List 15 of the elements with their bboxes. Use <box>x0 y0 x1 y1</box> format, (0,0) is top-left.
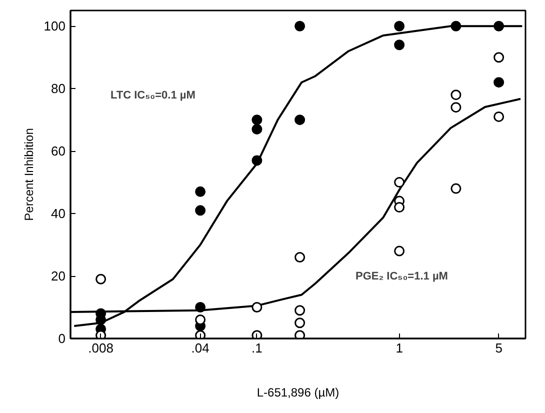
y-tick-label: 20 <box>51 268 66 284</box>
x-tick-label: .04 <box>191 340 210 356</box>
x-tick-label: 1 <box>396 340 403 356</box>
annotation: LTC IC₅₀=0.1 µM <box>110 90 196 102</box>
y-tick-label: 80 <box>51 81 66 96</box>
x-tick-label: .1 <box>252 340 262 356</box>
annotation: PGE₂ IC₅₀=1.1 µM <box>356 270 448 282</box>
y-tick-label: 60 <box>51 144 66 159</box>
x-tick-label: 5 <box>495 340 502 356</box>
x-tick-label: .008 <box>88 340 114 356</box>
y-tick-label: 100 <box>44 18 66 34</box>
x-axis-title: L-651,896 (µM) <box>256 386 340 400</box>
y-tick-label: 40 <box>51 206 66 222</box>
y-axis-title: Percent Inhibition <box>22 128 36 221</box>
y-tick-label: 0 <box>58 331 66 346</box>
